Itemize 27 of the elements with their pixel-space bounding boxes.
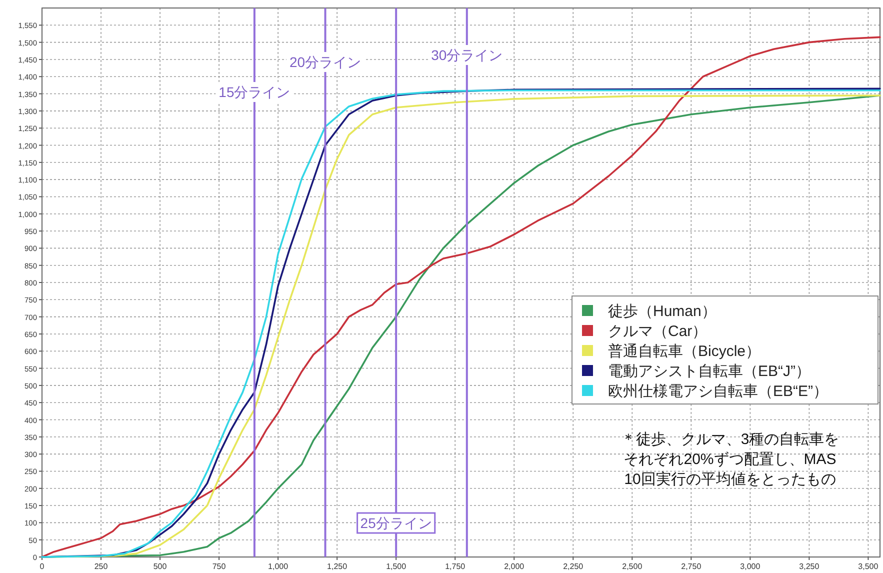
x-tick-label: 500 [153,562,168,571]
x-tick-label: 3,250 [799,562,820,571]
legend-label: クルマ（Car） [608,323,708,340]
x-tick-label: 1,500 [386,562,407,571]
annotation: 10回実行の平均値をとったもの [624,471,836,488]
ref-line-label: 20分ライン [289,54,362,70]
annotation: ＊徒歩、クルマ、3種の自転車を [620,431,840,448]
x-tick-label: 3,000 [740,562,761,571]
x-tick-label: 2,250 [563,562,584,571]
legend-label: 欧州仕様電アシ自転車（EB“E”） [608,383,828,400]
x-tick-label: 0 [40,562,45,571]
legend-label: 電動アシスト自転車（EB“J”） [608,363,810,380]
x-tick-label: 1,000 [268,562,289,571]
x-tick-label: 2,500 [622,562,643,571]
ref-line-label: 25分ライン [360,515,432,531]
x-tick-label: 750 [212,562,226,571]
legend-label: 普通自転車（Bicycle） [608,343,761,360]
ref-line-label: 15分ライン [218,84,290,100]
ref-line-label: 30分ライン [431,47,503,63]
x-tick-label: 250 [94,562,108,571]
x-tick-label: 1,250 [327,562,348,571]
x-tick-label: 1,750 [445,562,466,571]
x-tick-label: 2,000 [504,562,525,571]
annotation: それぞれ20%ずつ配置し、MAS [624,451,836,468]
x-tick-label: 3,500 [858,562,879,571]
x-tick-label: 2,750 [681,562,702,571]
legend-label: 徒歩（Human） [608,303,716,320]
